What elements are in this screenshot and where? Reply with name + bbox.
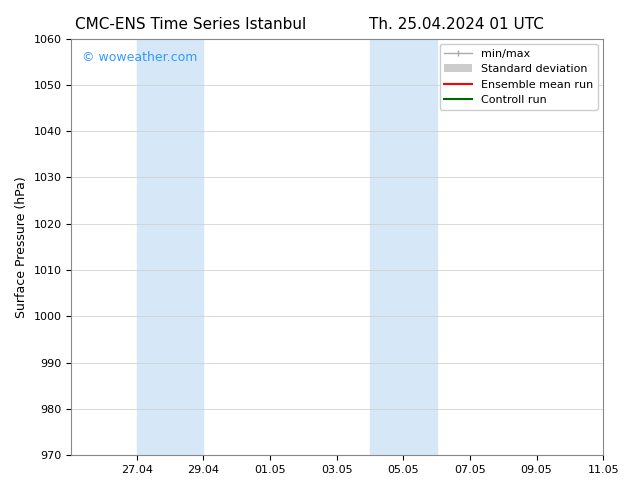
Y-axis label: Surface Pressure (hPa): Surface Pressure (hPa) bbox=[15, 176, 28, 318]
Text: CMC-ENS Time Series Istanbul: CMC-ENS Time Series Istanbul bbox=[75, 17, 306, 32]
Text: © woweather.com: © woweather.com bbox=[82, 51, 197, 64]
Legend: min/max, Standard deviation, Ensemble mean run, Controll run: min/max, Standard deviation, Ensemble me… bbox=[440, 44, 598, 110]
Text: Th. 25.04.2024 01 UTC: Th. 25.04.2024 01 UTC bbox=[369, 17, 544, 32]
Bar bbox=[370, 39, 437, 455]
Bar bbox=[137, 39, 204, 455]
